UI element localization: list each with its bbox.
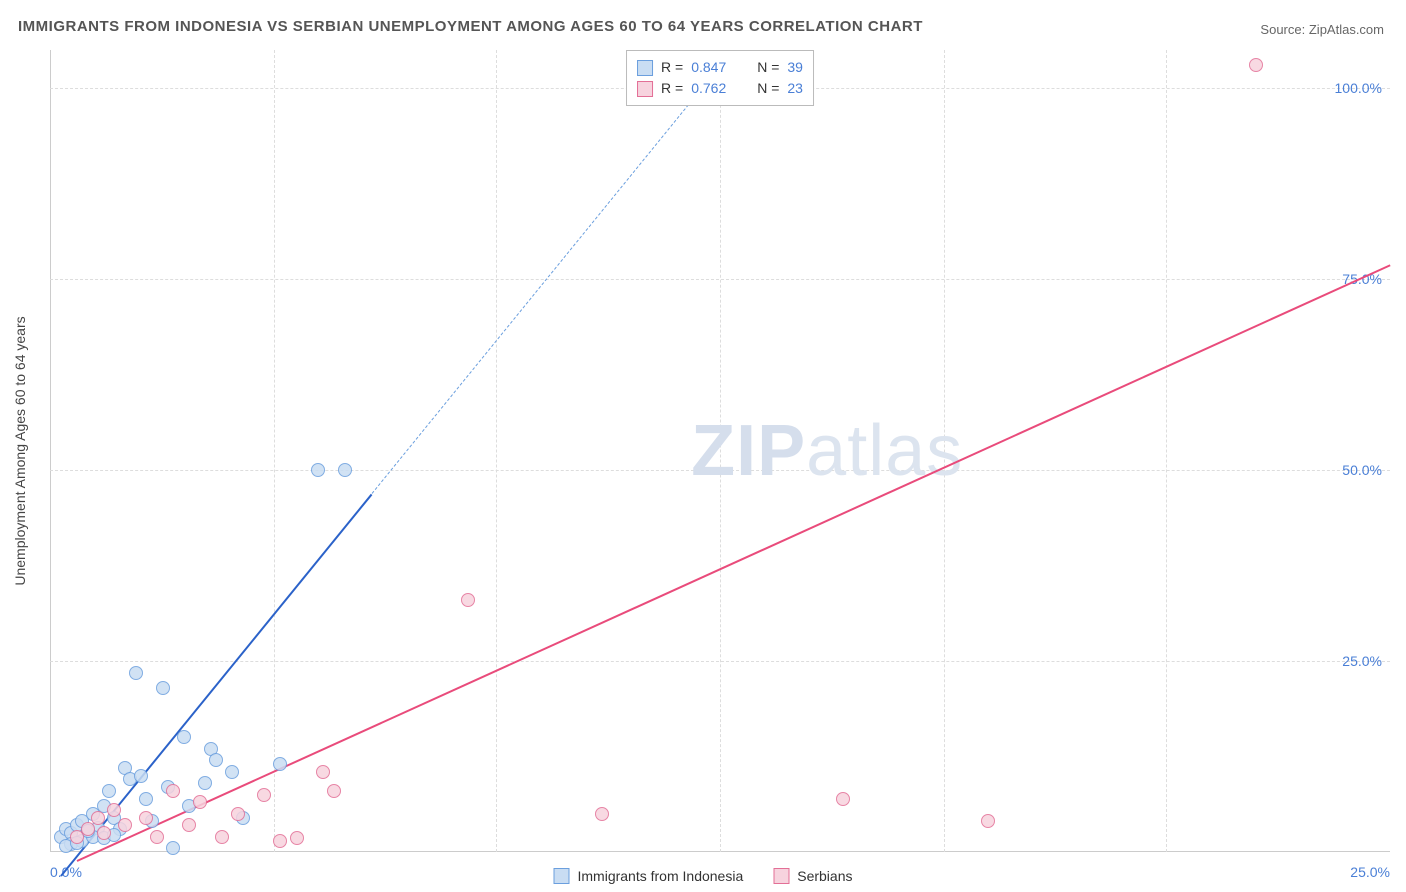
legend-swatch	[773, 868, 789, 884]
data-point-serbians	[1249, 58, 1263, 72]
legend-swatch	[637, 60, 653, 76]
data-point-serbians	[182, 818, 196, 832]
r-value: 0.762	[691, 78, 739, 99]
data-point-serbians	[595, 807, 609, 821]
y-axis-label: Unemployment Among Ages 60 to 64 years	[12, 316, 28, 585]
data-point-serbians	[290, 831, 304, 845]
legend-row-serbians: R = 0.762 N = 23	[637, 78, 803, 99]
n-label: N =	[757, 78, 779, 99]
data-point-serbians	[316, 765, 330, 779]
y-tick-label: 50.0%	[1342, 462, 1382, 478]
source-link[interactable]: ZipAtlas.com	[1309, 22, 1384, 37]
data-point-serbians	[981, 814, 995, 828]
watermark-bold: ZIP	[691, 411, 806, 491]
data-point-indonesia	[198, 776, 212, 790]
y-tick-label: 100.0%	[1335, 80, 1382, 96]
data-point-indonesia	[273, 757, 287, 771]
legend-label: Serbians	[797, 868, 852, 884]
data-point-indonesia	[225, 765, 239, 779]
data-point-serbians	[118, 818, 132, 832]
legend-swatch	[637, 81, 653, 97]
n-value: 23	[787, 78, 803, 99]
plot-region: ZIPatlas R = 0.847 N = 39 R = 0.762 N = 23 25.0…	[50, 50, 1390, 852]
data-point-indonesia	[177, 730, 191, 744]
data-point-indonesia	[139, 792, 153, 806]
data-point-indonesia	[166, 841, 180, 855]
r-label: R =	[661, 57, 683, 78]
n-value: 39	[787, 57, 803, 78]
watermark-light: atlas	[806, 411, 963, 491]
data-point-indonesia	[102, 784, 116, 798]
data-point-serbians	[81, 822, 95, 836]
chart-title: IMMIGRANTS FROM INDONESIA VS SERBIAN UNE…	[18, 18, 923, 35]
gridline-vertical	[1166, 50, 1167, 852]
data-point-serbians	[139, 811, 153, 825]
data-point-indonesia	[338, 463, 352, 477]
data-point-serbians	[150, 830, 164, 844]
data-point-serbians	[836, 792, 850, 806]
data-point-indonesia	[134, 769, 148, 783]
y-axis-line	[50, 50, 51, 852]
r-value: 0.847	[691, 57, 739, 78]
data-point-indonesia	[209, 753, 223, 767]
n-label: N =	[757, 57, 779, 78]
data-point-indonesia	[156, 681, 170, 695]
watermark: ZIPatlas	[691, 410, 963, 492]
data-point-serbians	[107, 803, 121, 817]
data-point-serbians	[273, 834, 287, 848]
data-point-serbians	[461, 593, 475, 607]
data-point-serbians	[91, 811, 105, 825]
data-point-serbians	[215, 830, 229, 844]
legend-item-serbians: Serbians	[773, 868, 852, 884]
data-point-indonesia	[129, 666, 143, 680]
gridline-vertical	[274, 50, 275, 852]
data-point-serbians	[166, 784, 180, 798]
x-tick-label: 25.0%	[1350, 864, 1390, 880]
data-point-serbians	[193, 795, 207, 809]
source-label: Source:	[1260, 22, 1305, 37]
y-tick-label: 25.0%	[1342, 653, 1382, 669]
legend-item-indonesia: Immigrants from Indonesia	[554, 868, 744, 884]
data-point-serbians	[327, 784, 341, 798]
legend-row-indonesia: R = 0.847 N = 39	[637, 57, 803, 78]
data-point-serbians	[231, 807, 245, 821]
data-point-indonesia	[311, 463, 325, 477]
trend-line	[371, 50, 732, 494]
legend-label: Immigrants from Indonesia	[578, 868, 744, 884]
legend-swatch	[554, 868, 570, 884]
chart-area: Unemployment Among Ages 60 to 64 years Z…	[50, 50, 1390, 852]
data-point-serbians	[257, 788, 271, 802]
correlation-legend: R = 0.847 N = 39 R = 0.762 N = 23	[626, 50, 814, 106]
gridline-vertical	[496, 50, 497, 852]
data-point-serbians	[97, 826, 111, 840]
source-attribution: Source: ZipAtlas.com	[1260, 22, 1384, 37]
r-label: R =	[661, 78, 683, 99]
series-legend: Immigrants from Indonesia Serbians	[554, 868, 853, 884]
